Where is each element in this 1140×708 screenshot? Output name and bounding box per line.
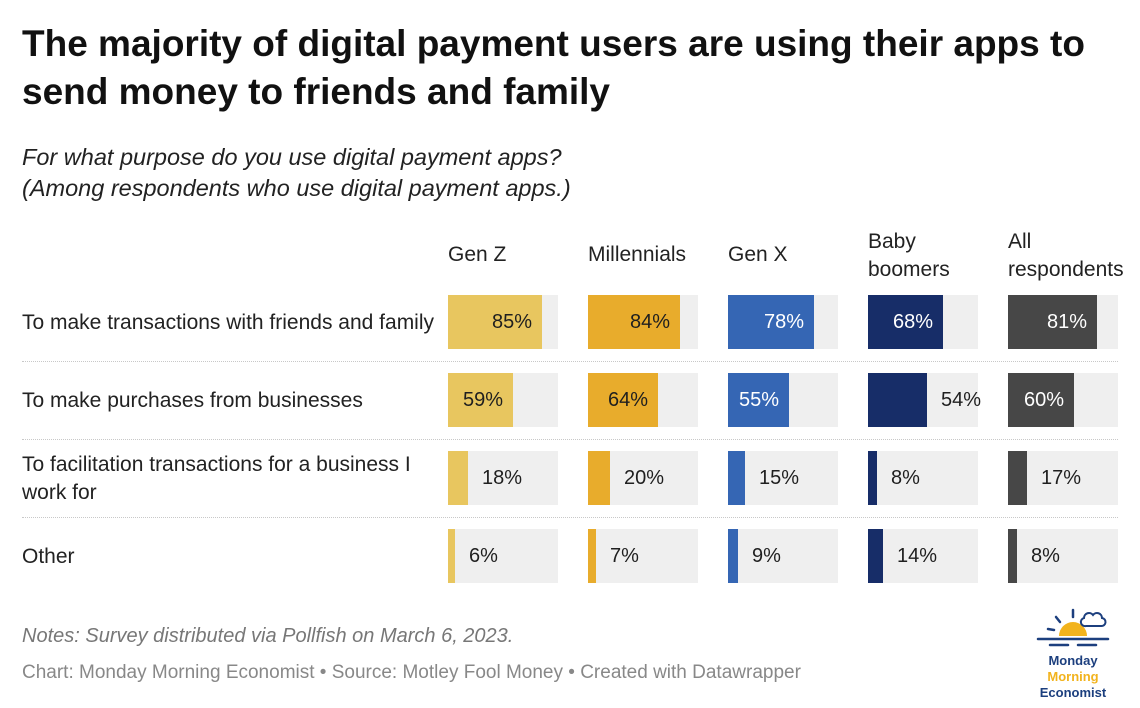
series-header: Gen Z	[448, 243, 507, 266]
bar-track: 18%	[448, 451, 558, 505]
row-label: To make purchases from businesses	[22, 389, 363, 412]
logo-text-monday: Monday	[1048, 653, 1098, 668]
bar-value-label: 85%	[491, 311, 532, 333]
bar-value-label: 54%	[941, 389, 982, 411]
bar-track: 8%	[1008, 529, 1118, 583]
bar	[868, 451, 877, 505]
row-label: Other	[22, 545, 75, 568]
bar-track: 84%	[588, 295, 698, 349]
bar	[868, 373, 927, 427]
bar	[588, 373, 658, 427]
series-header: Baby	[868, 230, 916, 253]
series-header: All	[1008, 230, 1032, 253]
row-label: To facilitation transactions for a busin…	[22, 453, 411, 504]
bar	[868, 295, 943, 349]
bar-value-label: 59%	[462, 389, 503, 411]
bar-track: 15%	[728, 451, 838, 505]
bar-track: 7%	[588, 529, 698, 583]
chart-notes: Notes: Survey distributed via Pollfish o…	[22, 625, 514, 647]
bar-value-label: 8%	[1031, 545, 1060, 567]
logo-text-economist: Economist	[1039, 685, 1107, 700]
row-label: To make transactions with friends and fa…	[22, 311, 435, 334]
bar-track: 68%	[868, 295, 978, 349]
bar-track: 20%	[588, 451, 698, 505]
series-header: Gen X	[728, 243, 788, 266]
bar	[868, 529, 883, 583]
bar-value-label: 7%	[610, 545, 639, 567]
bar	[588, 451, 610, 505]
bar-track: 14%	[868, 529, 978, 583]
bar-value-label: 84%	[629, 311, 670, 333]
bar-track: 55%	[728, 373, 838, 427]
bar	[588, 295, 680, 349]
bar-track: 8%	[868, 451, 978, 505]
chart-title: The majority of digital payment users ar…	[22, 23, 1085, 112]
bar-value-label: 14%	[897, 545, 938, 567]
bar-value-label: 55%	[738, 389, 779, 411]
bar	[448, 295, 542, 349]
bar	[448, 451, 468, 505]
bar	[1008, 373, 1074, 427]
bar-track: 64%	[588, 373, 698, 427]
chart-subtitle: For what purpose do you use digital paym…	[22, 142, 1022, 204]
bar-value-label: 78%	[763, 311, 804, 333]
bar	[448, 373, 513, 427]
bar-track: 60%	[1008, 373, 1118, 427]
bar	[728, 373, 789, 427]
bar-track: 81%	[1008, 295, 1118, 349]
subtitle-question: For what purpose do you use digital paym…	[22, 144, 562, 170]
bar	[728, 295, 814, 349]
sunrise-icon	[1036, 608, 1110, 647]
bar-track: 6%	[448, 529, 558, 583]
row-divider	[22, 439, 1118, 440]
bar-track: 59%	[448, 373, 558, 427]
row-divider	[22, 517, 1118, 518]
bar	[588, 529, 596, 583]
series-header: Millennials	[588, 243, 687, 266]
bar-track: 9%	[728, 529, 838, 583]
bar-track: 54%	[868, 373, 982, 427]
bar-value-label: 9%	[752, 545, 781, 567]
bar-value-label: 15%	[759, 467, 800, 489]
bar	[448, 529, 455, 583]
bar-track: 85%	[448, 295, 558, 349]
subtitle-note: (Among respondents who use digital payme…	[22, 175, 571, 201]
logo-text-morning: Morning	[1047, 669, 1099, 684]
series-header: respondents	[1008, 258, 1124, 281]
bar	[728, 529, 738, 583]
bar	[1008, 529, 1017, 583]
bar-value-label: 6%	[469, 545, 498, 567]
bar	[1008, 451, 1027, 505]
bar-value-label: 20%	[624, 467, 665, 489]
bar-value-label: 8%	[891, 467, 920, 489]
bar-track: 17%	[1008, 451, 1118, 505]
bar-value-label: 64%	[607, 389, 648, 411]
series-header: boomers	[868, 258, 950, 281]
chart-source: Chart: Monday Morning Economist • Source…	[22, 662, 801, 683]
bar-value-label: 81%	[1046, 311, 1087, 333]
bar-track: 78%	[728, 295, 838, 349]
bar-value-label: 17%	[1041, 467, 1082, 489]
bar	[728, 451, 745, 505]
bar-value-label: 60%	[1023, 389, 1064, 411]
bar-value-label: 18%	[482, 467, 523, 489]
bar	[1008, 295, 1097, 349]
monday-morning-economist-logo: Monday Morning Economist	[1028, 606, 1118, 702]
row-divider	[22, 361, 1118, 362]
bar-value-label: 68%	[892, 311, 933, 333]
